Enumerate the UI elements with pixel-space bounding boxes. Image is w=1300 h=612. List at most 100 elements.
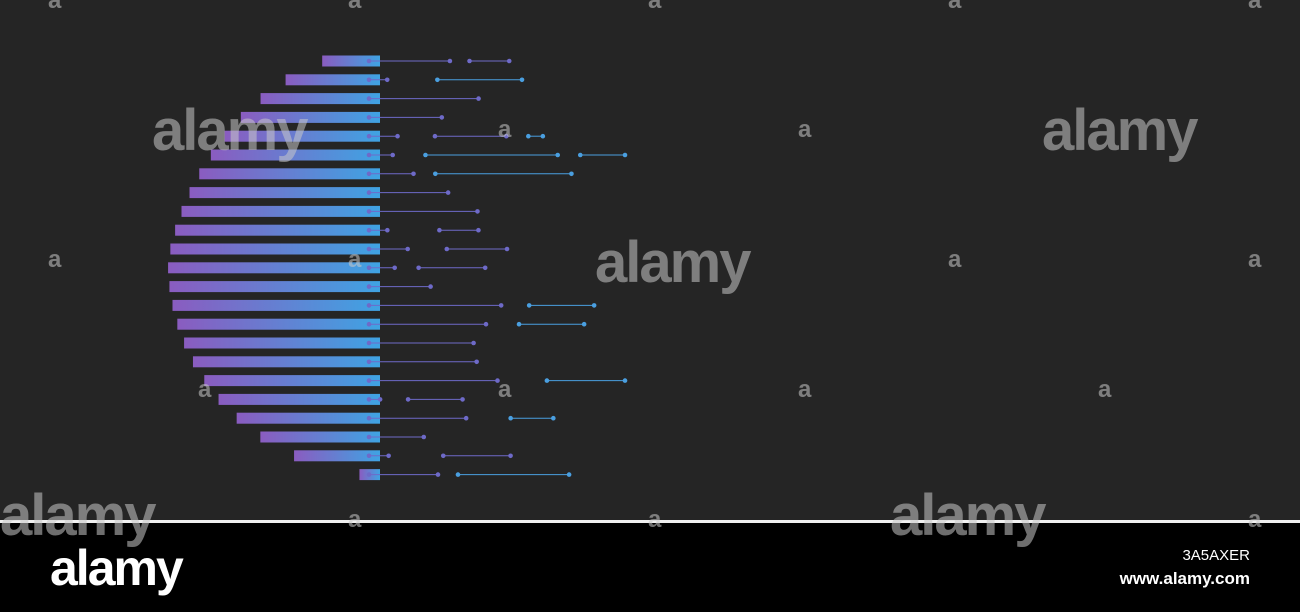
stripe [184,337,380,349]
stripe [260,93,380,105]
trace-dot [455,472,461,477]
trace-dot [366,434,372,440]
watermark-logo: alamy [152,98,308,163]
stripe [175,224,380,236]
trace-dot [433,171,438,177]
watermark-letter: a [48,246,62,273]
trace-dot [437,227,442,233]
trace-dot [551,415,556,421]
trace-dot [366,58,372,64]
trace-dot [540,133,546,139]
watermark-letter: a [648,506,662,533]
watermark-letter: a [1248,506,1262,533]
trace-dot [463,415,469,421]
trace-dot [444,246,450,252]
trace-dot [366,397,372,402]
trace-dot [516,321,522,327]
trace-dot [591,303,597,308]
stripe [189,187,380,199]
trace-dot [405,246,410,252]
watermark-letter: a [348,246,362,273]
trace-dot [366,340,372,346]
trace-dot [482,265,488,271]
footer-url: www.alamy.com [1119,569,1250,588]
trace-dot [386,453,391,459]
trace-dot [508,415,513,421]
background [0,0,1300,522]
trace-dot [440,453,446,459]
watermark-logo: alamy [0,483,156,548]
watermark-logo: alamy [1042,98,1198,163]
trace-dot [366,190,372,195]
trace-dot [622,152,628,158]
watermark-letter: a [48,0,62,14]
stripe [192,356,380,368]
trace-dot [366,321,372,327]
watermarks: alamy alamy alamy alamy alamy a a a a a a a a a a a a a a a… [0,0,1262,548]
trace-dot [428,284,433,289]
trace-dot [366,77,372,83]
watermark-letter: a [348,506,362,533]
trace-dot [416,265,421,271]
watermark-letter: a [948,246,962,273]
trace-dot [366,265,372,271]
trace-dot [483,321,489,327]
stripe [285,74,380,86]
trace-dot [377,397,383,402]
trace-dot [495,378,500,383]
trace-dot [508,453,513,459]
trace-dot [366,227,372,233]
watermark-letter: a [798,116,812,143]
stripe [218,393,380,405]
trace-dot [432,133,438,139]
trace-dot [366,209,372,214]
trace-dot [566,472,572,477]
watermark-logo: alamy [890,483,1046,548]
trace-dot [498,303,504,308]
trace-dot [366,152,372,158]
trace-dot [460,397,465,402]
trace-dot [467,58,472,64]
trace-dot [577,152,583,158]
trace-dot [474,359,479,365]
trace-dot [526,303,532,308]
trace-dot [366,378,372,383]
watermark-letter: a [798,376,812,403]
trace-dot [471,340,476,346]
trace-dot [519,77,525,83]
trace-dot [544,378,550,383]
trace-dot [476,96,481,101]
trace-dot [476,227,481,233]
image-id: 3A5AXER [1182,547,1250,564]
watermark-letter: a [348,0,362,14]
stripe [204,375,380,387]
watermark-letter: a [498,116,512,143]
trace-dot [384,77,390,83]
stripe [170,243,380,255]
trace-dot [475,209,480,214]
trace-dot [366,359,372,365]
trace-dot [411,171,416,177]
trace-dot [366,96,372,101]
watermark-letter: a [948,0,962,14]
watermark-letter: a [498,376,512,403]
watermark-letter: a [1248,0,1262,14]
trace-dot [366,415,372,421]
stripe [177,318,380,330]
trace-dot [445,190,451,195]
watermark-letter: a [648,0,662,14]
stripe [224,130,380,142]
watermark-letter: a [1098,376,1112,403]
trace-dot [526,133,531,139]
trace-dot [385,227,390,233]
stripe [322,55,380,67]
trace-dot [366,453,372,459]
trace-dot [447,58,453,64]
trace-dot [421,434,427,440]
stripe [168,262,380,274]
trace-dot [622,378,628,383]
trace-dot [504,246,510,252]
divider [0,520,1300,523]
